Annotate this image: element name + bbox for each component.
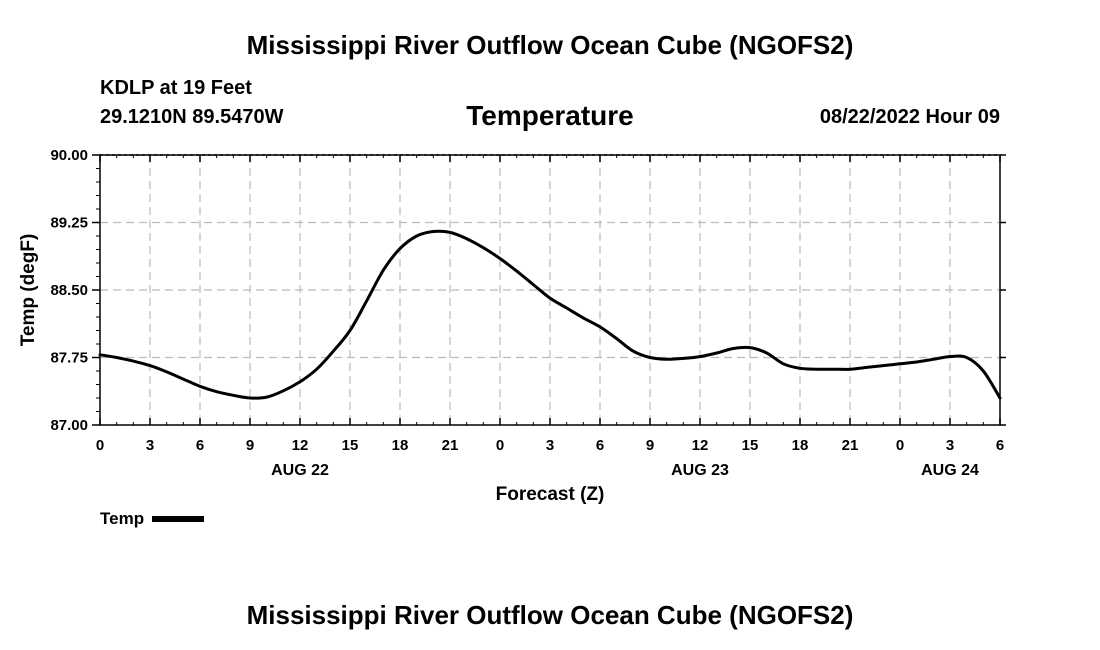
x-tick-label: 6 xyxy=(196,437,204,454)
y-tick-label: 90.00 xyxy=(50,147,88,164)
main-title: Mississippi River Outflow Ocean Cube (NG… xyxy=(246,30,854,60)
date-label: AUG 22 xyxy=(271,462,329,479)
station-label: KDLP at 19 Feet xyxy=(100,77,252,99)
x-tick-label: 0 xyxy=(496,437,504,454)
x-tick-label: 15 xyxy=(742,437,759,454)
x-tick-label: 21 xyxy=(442,437,459,454)
x-axis-label: Forecast (Z) xyxy=(496,484,605,505)
date-label: AUG 24 xyxy=(921,462,979,479)
x-tick-label: 21 xyxy=(842,437,859,454)
series-line-temp xyxy=(98,229,1002,400)
x-tick-label: 18 xyxy=(392,437,409,454)
y-axis-label: Temp (degF) xyxy=(18,234,39,347)
chart-title: Temperature xyxy=(466,100,634,131)
y-tick-label: 89.25 xyxy=(50,215,88,232)
x-tick-labels: 0 3 6 9 12 15 18 21 0 3 6 9 12 15 18 21 0 3 6 xyxy=(96,437,1004,454)
legend: Temp xyxy=(100,509,205,529)
station-coordinates: 29.1210N 89.5470W xyxy=(100,106,284,128)
x-tick-label: 6 xyxy=(996,437,1004,454)
x-tick-label: 3 xyxy=(546,437,554,454)
grid-lines xyxy=(100,154,1000,425)
date-labels: AUG 22 AUG 23 AUG 24 xyxy=(271,462,979,479)
forecast-datetime: 08/22/2022 Hour 09 xyxy=(819,106,1000,128)
x-tick-label: 3 xyxy=(146,437,154,454)
footer-title: Mississippi River Outflow Ocean Cube (NG… xyxy=(246,600,854,630)
x-tick-label: 6 xyxy=(596,437,604,454)
y-tick-label: 87.75 xyxy=(50,350,88,367)
y-tick-label: 87.00 xyxy=(50,417,88,434)
x-tick-label: 18 xyxy=(792,437,809,454)
x-tick-label: 12 xyxy=(692,437,709,454)
x-tick-label: 15 xyxy=(342,437,359,454)
y-tick-label: 88.50 xyxy=(50,282,88,299)
x-tick-label: 9 xyxy=(246,437,254,454)
legend-swatch xyxy=(152,516,205,522)
x-tick-label: 3 xyxy=(946,437,954,454)
date-label: AUG 23 xyxy=(671,462,729,479)
x-tick-label: 9 xyxy=(646,437,654,454)
x-tick-label: 0 xyxy=(96,437,104,454)
axis-ticks xyxy=(92,154,1006,426)
legend-label: Temp xyxy=(100,509,145,528)
y-tick-labels: 87.00 87.75 88.50 89.25 90.00 xyxy=(50,147,88,434)
x-tick-label: 0 xyxy=(896,437,904,454)
x-tick-label: 12 xyxy=(292,437,309,454)
